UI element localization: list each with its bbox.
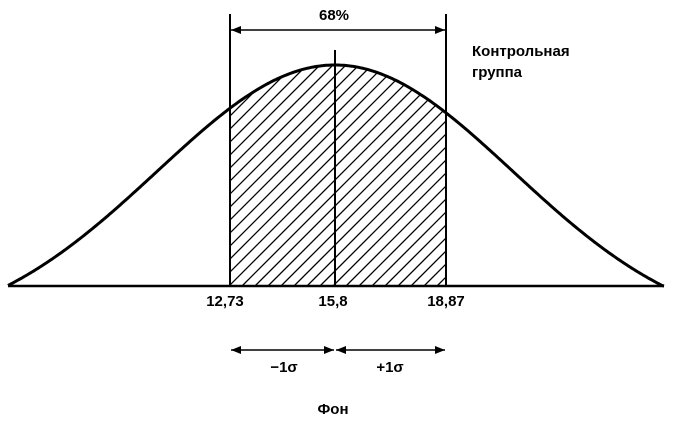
top-label: 68% [319,7,349,24]
hatch-line [0,46,170,286]
group-label: группа [472,64,523,81]
hatch-line [293,65,446,286]
hatch-line [280,65,446,286]
hatch-line [230,65,340,286]
hatch-line [502,46,674,286]
hatch-line [358,65,446,286]
hatch-line [332,65,446,286]
hatch-line [450,46,674,286]
caption: Фон [317,401,348,418]
hatch-line [267,65,446,286]
axis-label: 18,87 [427,293,465,310]
hatch-line [0,46,183,286]
group-label: Контрольная [472,43,570,60]
hatch-line [554,46,674,286]
hatch-line [230,65,314,286]
hatch-line [230,65,301,286]
hatch-line [230,65,392,286]
hatch-line [345,65,446,286]
hatch-line [384,65,446,286]
hatch-line [619,46,674,286]
axis-label: 12,73 [206,293,244,310]
sigma-label: −1σ [270,359,297,376]
hatch-line [528,46,674,286]
hatch-line [230,65,379,286]
hatch-line [423,65,446,286]
hatch-line [254,65,446,286]
hatch-line [489,46,674,286]
hatch-line [230,65,353,286]
hatch-line [230,65,262,286]
hatch-line [371,65,446,286]
hatch-line [230,65,418,286]
sigma-label: +1σ [376,359,403,376]
hatch-line [230,65,275,286]
hatch-line [515,46,674,286]
hatch-line [606,46,674,286]
hatch-line [436,65,446,286]
hatch-line [230,65,249,286]
hatch-line [397,65,446,286]
hatch-line [230,65,288,286]
hatch-line [567,46,674,286]
hatch-line [319,65,446,286]
hatch-line [463,46,674,286]
hatch-line [0,46,222,286]
hatch-line [230,65,446,286]
hatch-line [0,46,196,286]
hatch-line [645,46,674,286]
axis-label: 15,8 [318,293,347,310]
hatch-line [230,65,236,286]
hatch-line [0,46,209,286]
hatch-line [230,65,366,286]
hatching [0,46,674,286]
hatch-line [230,65,431,286]
hatch-line [230,65,327,286]
hatch-line [580,46,674,286]
hatch-line [306,65,446,286]
hatch-line [230,65,405,286]
hatch-line [230,65,444,286]
hatch-line [658,46,674,286]
hatch-line [632,46,674,286]
